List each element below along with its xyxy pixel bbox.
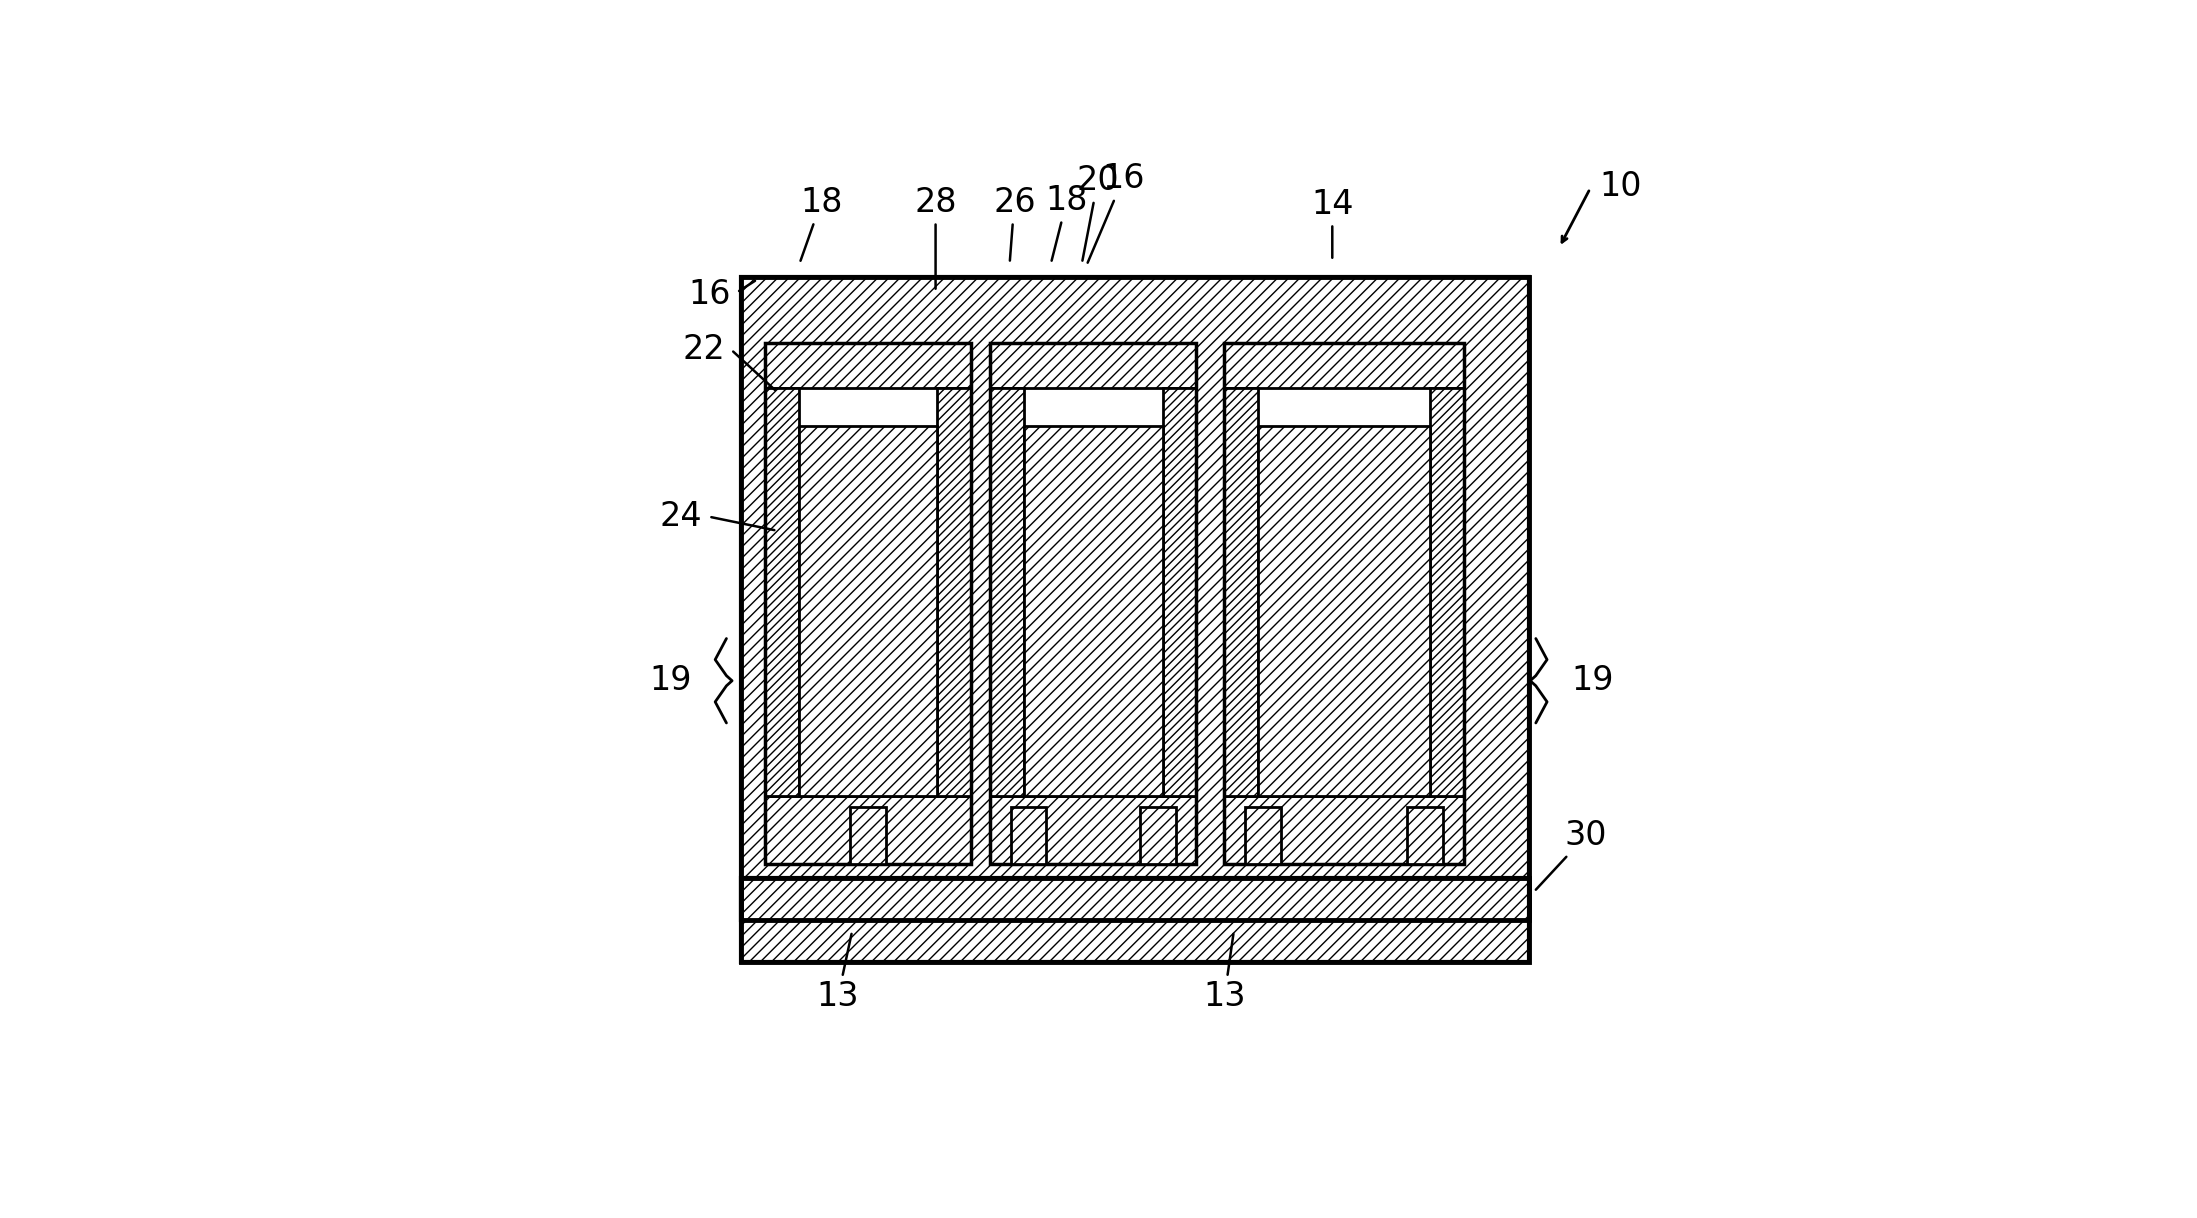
Bar: [1224, 797, 1463, 864]
Text: 26: 26: [993, 186, 1035, 261]
Bar: [991, 389, 1024, 797]
Bar: [991, 343, 1197, 864]
Text: 13: 13: [1204, 934, 1246, 1013]
Bar: [1259, 425, 1430, 797]
Bar: [850, 808, 885, 864]
Bar: [800, 389, 938, 797]
Text: 24: 24: [659, 501, 703, 533]
Bar: [1408, 808, 1443, 864]
Text: 18: 18: [800, 186, 841, 261]
Bar: [740, 878, 1529, 962]
Text: 16: 16: [1088, 162, 1145, 263]
Text: 28: 28: [914, 186, 958, 289]
Bar: [1224, 343, 1463, 389]
Bar: [765, 797, 971, 864]
Bar: [740, 278, 1529, 920]
Bar: [938, 389, 971, 797]
Bar: [740, 278, 1529, 920]
Text: 30: 30: [1536, 818, 1608, 889]
Text: 13: 13: [817, 934, 859, 1013]
Bar: [1024, 425, 1162, 797]
Bar: [1246, 808, 1281, 864]
Bar: [1011, 808, 1046, 864]
Text: 14: 14: [1312, 188, 1353, 258]
Bar: [740, 878, 1529, 962]
Bar: [1162, 389, 1197, 797]
Text: 20: 20: [1077, 164, 1118, 261]
Bar: [1259, 389, 1430, 797]
Text: 22: 22: [683, 334, 725, 367]
Bar: [1024, 389, 1162, 797]
Bar: [1224, 343, 1463, 864]
Bar: [765, 343, 971, 864]
Bar: [991, 343, 1197, 389]
Bar: [1224, 389, 1259, 797]
Text: 19: 19: [1571, 664, 1615, 697]
Bar: [991, 797, 1197, 864]
Bar: [800, 425, 938, 797]
Bar: [1430, 389, 1463, 797]
Bar: [765, 343, 971, 389]
Text: 16: 16: [688, 278, 732, 311]
Text: 18: 18: [1046, 184, 1088, 261]
Text: 19: 19: [650, 664, 692, 697]
Bar: [1140, 808, 1175, 864]
Bar: [765, 389, 800, 797]
Text: 10: 10: [1599, 171, 1641, 203]
